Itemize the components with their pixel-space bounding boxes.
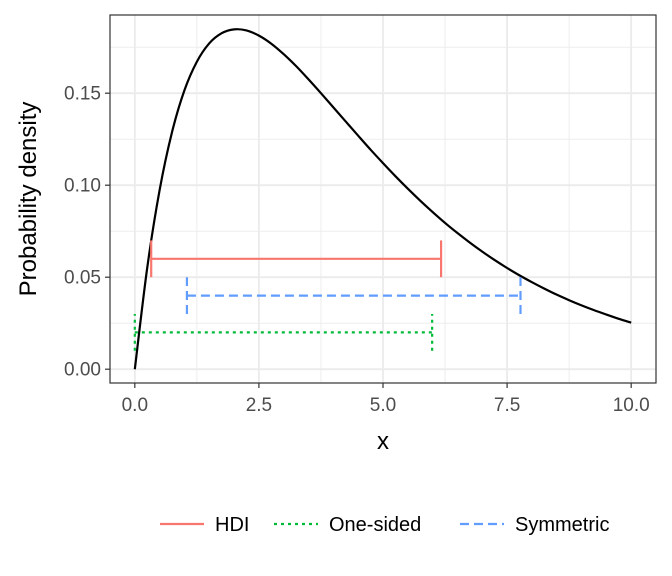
- x-tick-label: 10.0: [613, 395, 650, 416]
- x-tick-label: 0.0: [122, 395, 148, 416]
- density-curve-layer: [133, 28, 632, 370]
- y-tick-label: 0.05: [64, 268, 101, 289]
- density-curve: [133, 28, 632, 370]
- y-axis: 0.00 0.05 0.10 0.15: [64, 84, 110, 381]
- x-tick-label: 7.5: [494, 395, 520, 416]
- legend-item-one-sided: One-sided: [274, 514, 421, 536]
- legend-item-hdi: HDI: [160, 514, 249, 536]
- legend-label-one-sided: One-sided: [329, 514, 421, 536]
- y-axis-title: Probability density: [15, 102, 42, 297]
- legend-label-hdi: HDI: [215, 514, 249, 536]
- x-axis-title: x: [377, 428, 389, 455]
- interval-one-sided: [133, 314, 434, 351]
- interval-symmetric: [185, 277, 522, 314]
- legend-label-symmetric: Symmetric: [515, 514, 609, 536]
- x-tick-label: 2.5: [246, 395, 272, 416]
- y-tick-label: 0.10: [64, 176, 101, 197]
- x-tick-label: 5.0: [370, 395, 396, 416]
- legend-item-symmetric: Symmetric: [460, 514, 609, 536]
- interval-hdi: [150, 240, 443, 278]
- x-axis: 0.0 2.5 5.0 7.5 10.0: [122, 383, 650, 416]
- legend: HDI One-sided Symmetric: [160, 514, 609, 536]
- y-tick-label: 0.15: [64, 84, 101, 105]
- interval-layer: [133, 240, 522, 351]
- y-tick-label: 0.00: [64, 360, 101, 381]
